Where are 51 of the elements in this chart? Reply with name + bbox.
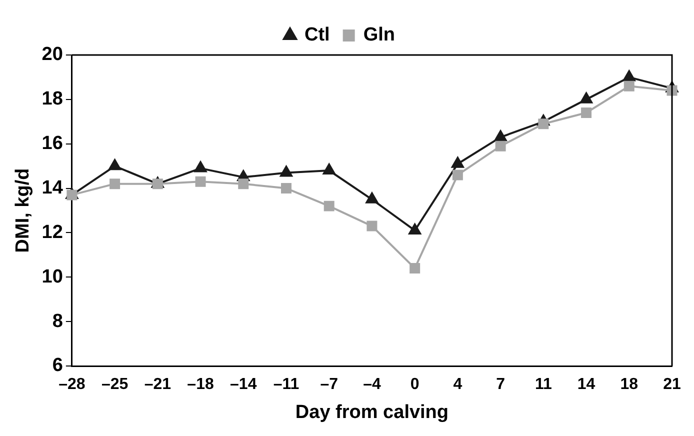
point xyxy=(495,140,506,152)
x-tick-label: 4 xyxy=(453,376,462,394)
x-tick-label: –11 xyxy=(273,376,300,394)
x-tick-label: –18 xyxy=(187,376,214,394)
point xyxy=(410,263,420,274)
x-tick-label: 0 xyxy=(410,376,420,394)
legend-label: Ctl xyxy=(304,24,330,46)
x-tick-label: –21 xyxy=(144,376,172,394)
point xyxy=(366,220,378,232)
point xyxy=(452,170,463,180)
y-tick-label: 6 xyxy=(52,355,63,376)
x-axis-title: Day from calving xyxy=(295,402,449,423)
x-tick-label: 7 xyxy=(496,376,506,394)
point xyxy=(451,156,464,168)
point xyxy=(280,166,292,177)
x-tick-label: –4 xyxy=(363,376,381,394)
point xyxy=(581,108,592,118)
y-tick-label: 12 xyxy=(42,222,63,243)
y-tick-label: 10 xyxy=(42,266,63,288)
point xyxy=(195,176,206,187)
x-tick-label: –28 xyxy=(58,376,86,394)
point xyxy=(366,192,378,204)
point xyxy=(408,223,422,234)
point xyxy=(580,92,592,104)
x-tick-label: –14 xyxy=(230,376,257,394)
point xyxy=(66,190,78,200)
y-tick-label: 18 xyxy=(42,88,63,110)
point xyxy=(281,183,292,194)
y-tick-label: 14 xyxy=(42,178,64,199)
x-tick-label: –25 xyxy=(101,376,128,394)
x-tick-label: –7 xyxy=(320,376,338,394)
point xyxy=(152,178,163,190)
point xyxy=(110,178,120,190)
point xyxy=(194,161,207,172)
x-tick-label: 21 xyxy=(663,376,681,394)
point xyxy=(624,80,634,92)
x-tick-label: 11 xyxy=(534,376,552,394)
y-tick-label: 16 xyxy=(42,133,63,154)
y-axis-title: DMI, kg/d xyxy=(12,168,34,253)
y-tick-label: 20 xyxy=(42,44,63,66)
x-tick-label: 14 xyxy=(577,376,596,394)
point xyxy=(622,70,636,82)
point xyxy=(322,164,336,175)
legend-label: Gln xyxy=(363,24,396,46)
y-tick-label: 8 xyxy=(52,310,63,332)
point xyxy=(324,200,334,212)
x-tick-label: 18 xyxy=(620,376,638,394)
point xyxy=(538,118,549,130)
point xyxy=(494,130,507,142)
point xyxy=(108,159,121,170)
point xyxy=(238,178,249,190)
